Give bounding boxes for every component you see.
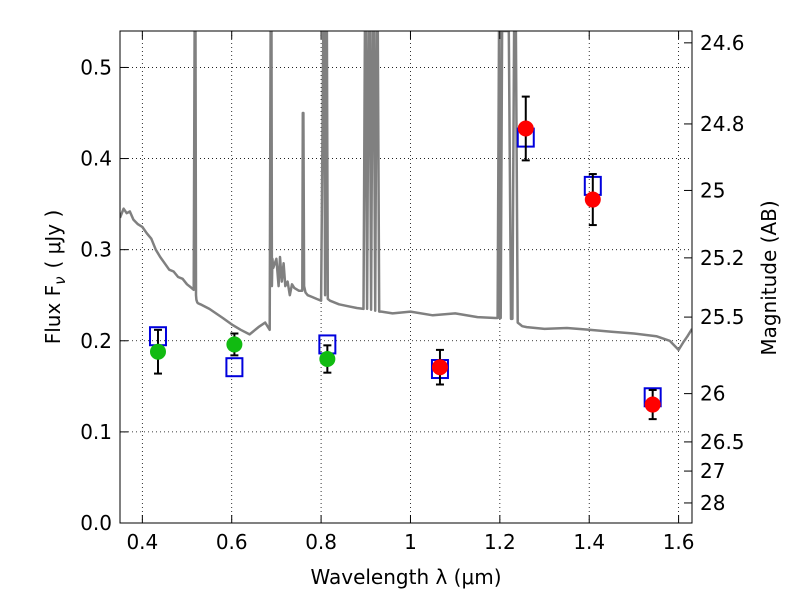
x-tick-label: 0.4 — [126, 530, 158, 554]
x-tick-label: 0.8 — [305, 530, 337, 554]
red-point-marker — [517, 120, 534, 137]
x-axis: 0.4 0.6 0.8 1 1.2 1.4 1.6 — [126, 31, 695, 554]
y2-tick-label: 25.2 — [700, 246, 745, 270]
y2-tick-label: 24.8 — [700, 112, 745, 136]
y-axis-label-main: Flux F — [41, 285, 65, 344]
blue-square-marker — [225, 357, 244, 378]
y2-tick-label: 27 — [700, 459, 725, 483]
y-tick-label: 0.4 — [80, 147, 112, 171]
red-point-marker — [431, 359, 448, 376]
plot-clipped — [120, 31, 692, 421]
plot-area — [120, 31, 692, 421]
y2-tick-label: 24.6 — [700, 31, 745, 55]
y-tick-label: 0.3 — [80, 238, 112, 262]
y2-axis: 24.6 24.8 25 25.2 25.5 26 26.5 27 28 — [684, 31, 745, 515]
x-tick-label: 0.6 — [216, 530, 248, 554]
red-point-marker — [584, 191, 601, 208]
grid-lines — [120, 31, 692, 524]
x-tick-label: 1.2 — [484, 530, 516, 554]
y-tick-label: 0.1 — [80, 420, 112, 444]
y2-tick-label: 25.5 — [700, 305, 745, 329]
x-tick-label: 1 — [404, 530, 417, 554]
green-point-marker — [319, 351, 336, 367]
y-axis-label: Flux Fν ( μJy ) — [41, 210, 69, 345]
y-tick-label: 0.0 — [80, 511, 112, 535]
model-spectrum-line — [120, 31, 692, 352]
y2-tick-label: 25 — [700, 178, 725, 202]
y2-tick-label: 28 — [700, 491, 725, 515]
green-point-marker — [226, 336, 243, 353]
y-tick-label: 0.5 — [80, 55, 112, 79]
plot-frame — [119, 30, 693, 524]
x-tick-label: 1.6 — [663, 530, 695, 554]
y2-tick-label: 26 — [700, 382, 725, 406]
green-point-marker — [149, 343, 166, 360]
y2-tick-label: 26.5 — [700, 430, 745, 454]
x-tick-label: 1.4 — [573, 530, 605, 554]
y-tick-label: 0.2 — [80, 329, 112, 353]
y-axis-label-sub: ν — [51, 276, 69, 284]
y2-axis-label: Magnitude (AB) — [757, 200, 781, 355]
y-axis: 0.0 0.1 0.2 0.3 0.4 0.5 — [80, 55, 128, 535]
red-point-marker — [644, 396, 661, 413]
x-axis-label: Wavelength λ (μm) — [310, 565, 501, 589]
y-axis-label-unit: ( μJy ) — [41, 210, 65, 269]
